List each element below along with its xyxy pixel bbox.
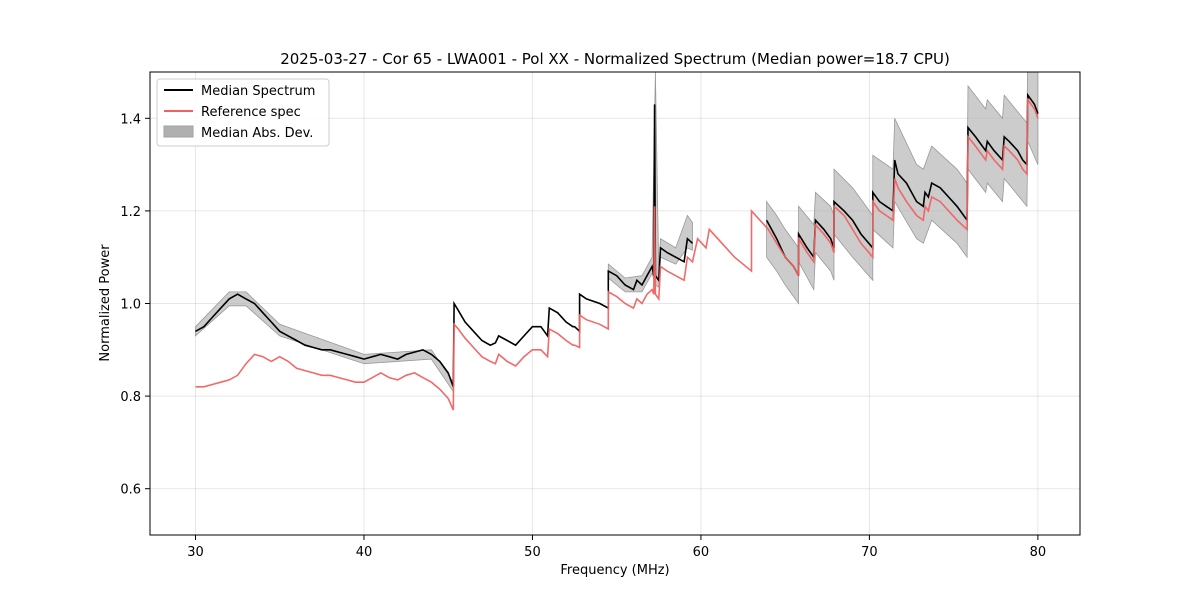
chart-title: 2025-03-27 - Cor 65 - LWA001 - Pol XX - … [280, 50, 950, 68]
legend-frame [156, 78, 330, 147]
x-tick-label: 80 [1030, 545, 1047, 560]
reference-spectrum-line-0 [195, 97, 1039, 411]
x-tick-label: 40 [356, 545, 373, 560]
x-tick-label: 60 [693, 545, 710, 560]
median-spectrum-line-0 [195, 104, 694, 388]
legend: Median Spectrum Reference spec Median Ab… [156, 78, 330, 147]
y-tick-label: 1.2 [120, 205, 141, 220]
x-tick-label: 30 [187, 545, 204, 560]
x-axis-label: Frequency (MHz) [560, 563, 669, 578]
legend-label-mad: Median Abs. Dev. [201, 126, 313, 141]
y-tick-label: 0.8 [120, 390, 141, 405]
x-tick-label: 50 [524, 545, 541, 560]
plot-area [195, 72, 1039, 411]
x-tick-label: 70 [861, 545, 878, 560]
y-tick-label: 1.4 [120, 112, 141, 127]
y-tick-label: 1.0 [120, 298, 141, 313]
mad-band-1 [607, 72, 693, 293]
legend-label-reference: Reference spec [201, 105, 301, 120]
x-axis: 30 40 50 60 70 80 [187, 535, 1046, 560]
legend-swatch-mad [163, 125, 194, 138]
legend-label-median: Median Spectrum [201, 84, 315, 99]
y-axis: 0.6 0.8 1.0 1.2 1.4 [120, 112, 150, 498]
y-axis-label: Normalized Power [98, 244, 113, 362]
y-tick-label: 0.6 [120, 483, 141, 498]
